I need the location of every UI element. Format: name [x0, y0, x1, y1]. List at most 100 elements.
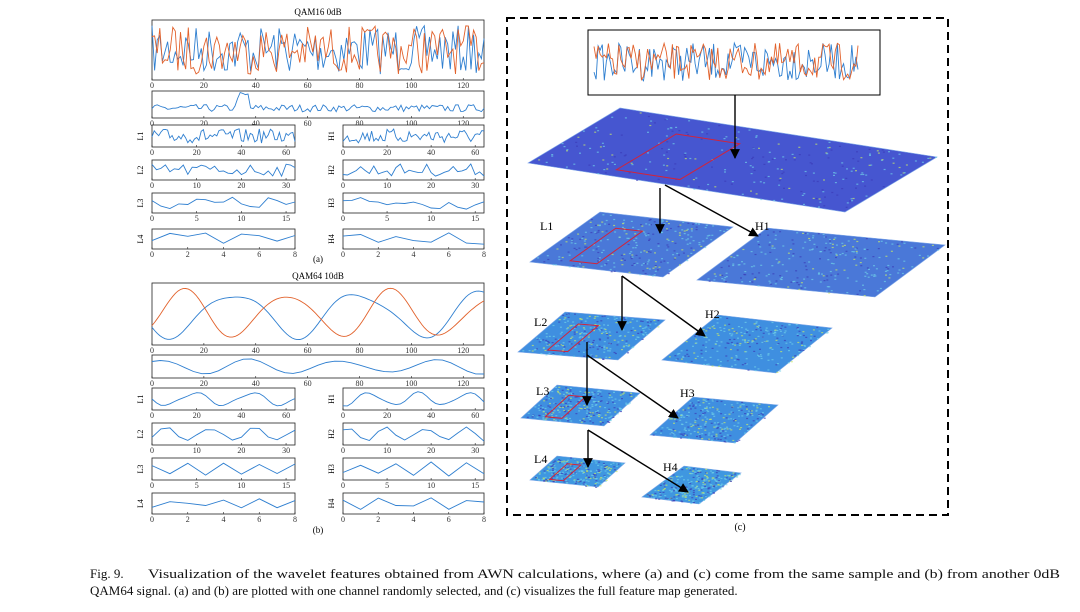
feature-cell — [689, 423, 692, 425]
feature-cell — [870, 274, 873, 276]
feature-cell — [687, 415, 690, 417]
feature-cell — [686, 414, 689, 417]
feature-cell — [561, 143, 564, 145]
feature-cell — [758, 272, 761, 274]
feature-cell — [702, 412, 705, 415]
feature-cell — [599, 400, 602, 402]
feature-cell — [672, 143, 675, 145]
feature-cell — [711, 347, 714, 349]
feature-cell — [579, 333, 582, 335]
feature-cell — [598, 338, 601, 340]
feature-cell — [683, 233, 686, 235]
feature-cell — [607, 417, 610, 419]
feature-cell — [614, 231, 617, 233]
feature-cell — [694, 158, 697, 160]
feature-cell — [892, 157, 895, 159]
feature-cell — [739, 343, 742, 345]
feature-cell — [569, 389, 572, 391]
feature-cell — [903, 172, 906, 174]
feature-cell — [623, 230, 626, 232]
feature-cell — [706, 418, 709, 420]
feature-cell — [883, 168, 886, 171]
feature-cell — [757, 354, 759, 356]
feature-cell — [795, 324, 798, 326]
feature-cell — [636, 179, 639, 181]
feature-cell — [609, 348, 612, 350]
feature-cell — [610, 415, 613, 417]
feature-cell — [564, 317, 567, 319]
x-tick-label: 6 — [257, 515, 261, 524]
feature-cell — [696, 355, 699, 357]
feature-cell — [538, 479, 541, 481]
feature-cell — [630, 392, 633, 394]
feature-cell — [608, 408, 611, 410]
feature-cell — [606, 163, 609, 165]
feature-cell — [877, 248, 880, 250]
feature-cell — [729, 333, 731, 335]
feature-cell — [657, 245, 660, 247]
feature-cell — [792, 255, 795, 257]
feature-cell — [804, 265, 807, 267]
feature-cell — [589, 418, 592, 420]
feature-cell — [625, 233, 628, 235]
feature-cell — [573, 331, 576, 333]
feature-cell — [574, 472, 577, 474]
x-tick-label: 60 — [471, 411, 479, 420]
feature-cell — [760, 355, 763, 357]
feature-cell — [586, 406, 589, 408]
feature-cell — [642, 330, 645, 332]
feature-cell — [668, 269, 671, 271]
feature-cell — [591, 329, 594, 331]
feature-cell — [616, 463, 619, 465]
feature-cell — [706, 477, 709, 479]
feature-cell — [635, 242, 638, 244]
feature-cell — [726, 428, 729, 430]
feature-cell — [699, 436, 702, 438]
feature-cell — [600, 395, 603, 397]
feature-cell — [568, 476, 571, 478]
feature-cell — [583, 330, 586, 332]
feature-cell — [774, 234, 777, 236]
feature-cell — [717, 438, 720, 440]
feature-cell — [668, 489, 671, 491]
feature-cell — [548, 344, 551, 346]
feature-cell — [771, 245, 774, 247]
feature-cell — [597, 229, 600, 232]
feature-cell — [564, 463, 567, 465]
feature-cell — [555, 478, 558, 480]
feature-cell — [649, 324, 652, 326]
feature-cell — [801, 344, 804, 346]
feature-cell — [716, 333, 719, 335]
feature-cell — [597, 470, 600, 473]
plot-box — [151, 457, 296, 481]
feature-cell — [590, 461, 593, 463]
feature-cell — [619, 335, 622, 337]
feature-cell — [748, 129, 751, 131]
feature-cell — [574, 340, 577, 342]
feature-cell — [683, 433, 686, 435]
feature-cell — [595, 469, 598, 471]
feature-cell — [598, 357, 601, 360]
feature-cell — [650, 224, 652, 226]
feature-cell — [719, 439, 722, 441]
feature-cell — [718, 476, 721, 478]
feature-cell — [605, 332, 608, 334]
feature-cell — [727, 474, 730, 476]
feature-cell — [736, 358, 739, 360]
feature-cell — [825, 332, 828, 334]
feature-cell — [755, 420, 758, 422]
feature-cell — [704, 495, 707, 498]
feature-cell — [650, 248, 653, 251]
feature-cell — [591, 405, 594, 407]
feature-cell — [683, 416, 686, 418]
feature-cell — [613, 266, 616, 268]
feature-cell — [690, 402, 693, 404]
feature-cell — [726, 360, 729, 362]
feature-cell — [688, 411, 690, 413]
feature-cell — [775, 339, 778, 341]
feature-cell — [545, 342, 548, 344]
feature-cell — [711, 234, 714, 236]
feature-cell — [711, 400, 714, 402]
feature-cell — [744, 432, 746, 434]
feature-cell — [680, 414, 683, 416]
